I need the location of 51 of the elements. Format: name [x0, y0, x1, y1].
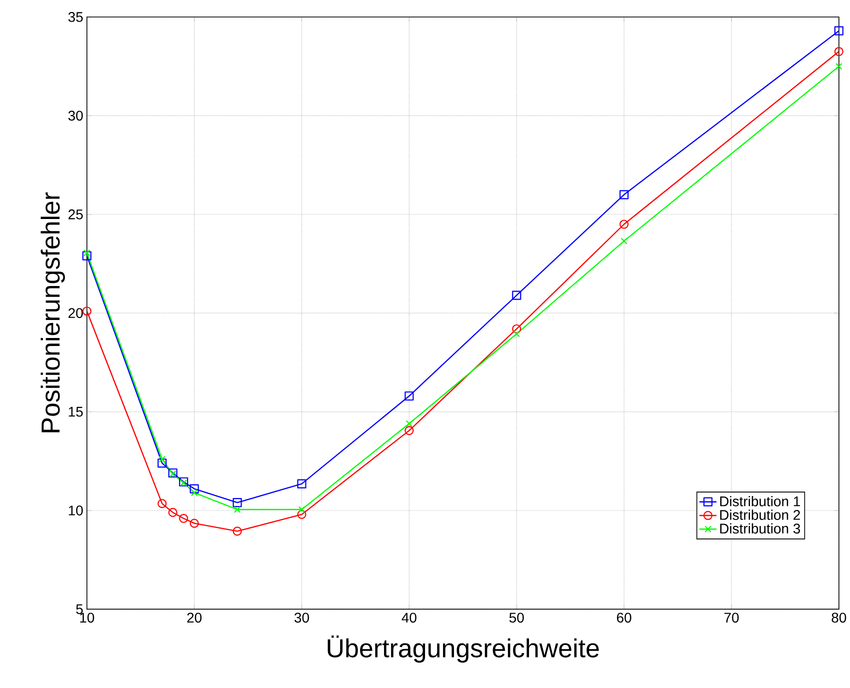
x-tick-label: 30 — [294, 612, 309, 623]
x-tick-label: 50 — [509, 612, 524, 623]
x-axis-title: Übertragungsreichweite — [328, 635, 599, 663]
point — [404, 426, 414, 436]
point — [190, 484, 199, 494]
point — [512, 290, 522, 300]
point — [620, 238, 628, 244]
point — [190, 489, 198, 496]
point — [158, 456, 166, 462]
x-tick-label: 70 — [724, 612, 739, 623]
legend-label: Distribution 1 — [720, 496, 800, 506]
point — [84, 249, 90, 256]
point — [234, 506, 241, 513]
point — [82, 251, 92, 260]
point — [834, 26, 844, 36]
x-tick-label: 80 — [832, 612, 846, 623]
y-tick-label: 25 — [68, 209, 83, 220]
point — [158, 458, 167, 468]
point — [404, 391, 414, 400]
point — [512, 324, 522, 334]
point — [513, 330, 520, 338]
point — [179, 514, 188, 523]
point — [168, 508, 178, 517]
y-tick-label: 5 — [76, 604, 83, 614]
y-tick-label: 20 — [68, 308, 83, 318]
point — [298, 506, 306, 513]
point — [82, 306, 92, 316]
y-tick-label: 35 — [68, 12, 83, 22]
y-tick-label: 30 — [68, 110, 83, 121]
legend-label: Distribution 3 — [720, 523, 800, 534]
legend-label: Distribution 2 — [720, 510, 800, 520]
point — [297, 479, 306, 488]
point — [158, 498, 167, 508]
point — [836, 62, 842, 70]
point — [297, 510, 306, 519]
point — [232, 526, 242, 536]
point — [169, 470, 176, 478]
point — [190, 518, 199, 528]
point — [619, 190, 629, 200]
point — [619, 220, 629, 229]
x-tick-label: 20 — [187, 612, 202, 623]
x-tick-label: 10 — [80, 612, 94, 623]
point — [834, 46, 844, 56]
x-tick-label: 40 — [402, 612, 416, 623]
y-axis-title: Positionierungsfehler — [40, 192, 65, 432]
point — [232, 498, 242, 508]
y-tick-label: 15 — [68, 406, 83, 417]
point — [168, 468, 178, 478]
point — [406, 420, 413, 427]
y-tick-label: 10 — [68, 505, 83, 516]
x-tick-label: 60 — [616, 612, 632, 623]
